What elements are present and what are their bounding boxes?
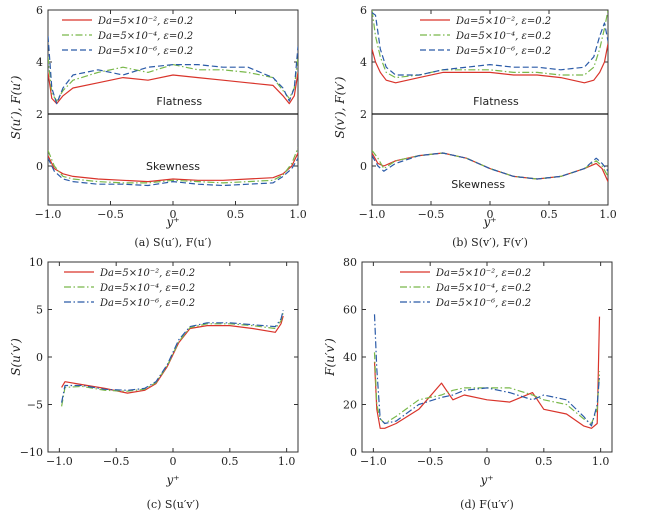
panel-c-series-line-2 xyxy=(61,312,284,407)
panel-c-xtick-label: 0.5 xyxy=(221,455,239,468)
panel-b-annotation: Flatness xyxy=(473,95,519,108)
panel-b-legend-label: Da=5×10⁻⁴, ε=0.2 xyxy=(455,31,551,42)
panel-a-series-line-4 xyxy=(48,152,298,183)
panel-b-x-axis-label: y⁺ xyxy=(482,215,496,229)
panel-b-xtick-label: 1.0 xyxy=(599,208,617,221)
panel-a-series-line-1 xyxy=(48,72,298,105)
panel-b-y-axis-label: S(v′), F(v′) xyxy=(333,76,347,138)
panel-d-series-line-1 xyxy=(373,316,601,429)
panel-c-ytick-label: 5 xyxy=(36,304,43,317)
panel-c-ytick-label: −10 xyxy=(20,446,43,459)
panel-a-legend-label: Da=5×10⁻², ε=0.2 xyxy=(97,16,193,27)
panel-c-ytick-label: 10 xyxy=(29,256,43,269)
panel-d-xtick-label: 1.0 xyxy=(592,455,610,468)
panel-d-xtick-label: −0.5 xyxy=(417,455,444,468)
panel-b-ytick-label: 4 xyxy=(360,56,367,69)
panel-d-xtick-label: 0 xyxy=(484,455,491,468)
panel-b-series-line-3 xyxy=(372,12,608,76)
panel-b-series-line-5 xyxy=(372,150,608,180)
panel-a-ytick-label: 6 xyxy=(36,4,43,17)
panel-c-xtick-label: 0 xyxy=(170,455,177,468)
panel-c-series-line-3 xyxy=(61,310,284,403)
panel-b-skewness-flatness-v: −1.0 −0.5 0 0.5 1.0 0 2 4 6 Flatness Skewness Da=5×… xyxy=(333,4,617,249)
panel-b-xtick-label: 0.5 xyxy=(540,208,558,221)
panel-b-ytick-label: 0 xyxy=(360,160,367,173)
panel-a-caption: (a) S(u′), F(u′) xyxy=(134,236,211,249)
panel-d-ytick-label: 80 xyxy=(343,256,357,269)
panel-a-legend-label: Da=5×10⁻⁴, ε=0.2 xyxy=(97,31,193,42)
panel-a-xtick-label: 1.0 xyxy=(289,208,307,221)
panel-d-legend-label: Da=5×10⁻², ε=0.2 xyxy=(435,268,531,279)
panel-c-skewness-uv: −1.0 −0.5 0 0.5 1.0 −10 −5 0 5 10 Da=5×10⁻², ε=0.2… xyxy=(9,256,299,511)
panel-b-ytick-label: 6 xyxy=(360,4,367,17)
panel-b-series-line-2 xyxy=(372,10,608,79)
panel-a-series-line-3 xyxy=(48,35,298,105)
panel-a-skewness-flatness-u: −1.0 −0.5 0 0.5 1.0 0 2 4 6 Flatness Skewness Da=5×… xyxy=(9,4,307,249)
panel-c-ytick-label: 0 xyxy=(36,351,43,364)
panel-d-xtick-label: −1.0 xyxy=(360,455,387,468)
panel-a-xtick-label: −0.5 xyxy=(97,208,124,221)
panel-d-x-axis-label: y⁺ xyxy=(479,473,493,487)
panel-d-legend-label: Da=5×10⁻⁴, ε=0.2 xyxy=(435,283,531,294)
panel-b-caption: (b) S(v′), F(v′) xyxy=(452,236,528,249)
panel-a-ytick-label: 2 xyxy=(36,108,43,121)
panel-c-legend-label: Da=5×10⁻², ε=0.2 xyxy=(99,268,195,279)
panel-b-annotation: Skewness xyxy=(451,178,505,191)
panel-c-y-axis-label: S(u′v′) xyxy=(9,338,23,376)
panel-d-ytick-label: 40 xyxy=(343,351,357,364)
panel-b-legend-label: Da=5×10⁻², ε=0.2 xyxy=(455,16,551,27)
panel-b-xtick-label: −0.5 xyxy=(418,208,445,221)
panel-c-xtick-label: 1.0 xyxy=(278,455,296,468)
panel-c-caption: (c) S(u′v′) xyxy=(147,498,200,511)
panel-b-legend-label: Da=5×10⁻⁶, ε=0.2 xyxy=(455,46,551,57)
panel-b-series-line-6 xyxy=(372,152,608,180)
panel-a-y-axis-label: S(u′), F(u′) xyxy=(9,75,23,139)
panel-a-annotation: Flatness xyxy=(156,95,202,108)
panel-b-ytick-label: 2 xyxy=(360,108,367,121)
panel-d-flatness-uv: −1.0 −0.5 0 0.5 1.0 0 20 40 60 80 Da=5×10⁻², ε=0.2… xyxy=(323,256,613,511)
panel-d-ytick-label: 0 xyxy=(350,446,357,459)
panel-a-xtick-label: −1.0 xyxy=(35,208,62,221)
panel-c-legend-label: Da=5×10⁻⁶, ε=0.2 xyxy=(99,298,195,309)
panel-d-xtick-label: 0.5 xyxy=(535,455,553,468)
panel-a-series-line-2 xyxy=(48,56,298,102)
panel-c-xtick-label: −1.0 xyxy=(46,455,73,468)
panel-a-legend-label: Da=5×10⁻⁶, ε=0.2 xyxy=(97,46,193,57)
panel-a-series-line-6 xyxy=(48,157,298,187)
panel-a-series-line-5 xyxy=(48,147,298,184)
panel-b-series-line-4 xyxy=(372,152,608,182)
panel-a-x-axis-label: y⁺ xyxy=(165,215,179,229)
panel-a-ytick-label: 4 xyxy=(36,56,43,69)
panel-a-xtick-label: 0.5 xyxy=(227,208,245,221)
panel-c-x-axis-label: y⁺ xyxy=(165,473,179,487)
panel-c-legend-label: Da=5×10⁻⁴, ε=0.2 xyxy=(99,283,195,294)
panel-d-y-axis-label: F(u′v′) xyxy=(323,338,337,377)
panel-d-ytick-label: 60 xyxy=(343,304,357,317)
panel-a-ytick-label: 0 xyxy=(36,160,43,173)
panel-c-xtick-label: −0.5 xyxy=(103,455,130,468)
panel-d-ytick-label: 20 xyxy=(343,399,357,412)
panel-d-legend-label: Da=5×10⁻⁶, ε=0.2 xyxy=(435,298,531,309)
panel-d-series-line-3 xyxy=(373,314,601,427)
panel-b-series-line-1 xyxy=(372,43,608,84)
panel-a-xtick-label: 0 xyxy=(170,208,177,221)
panel-c-ytick-label: −5 xyxy=(27,399,43,412)
panel-d-caption: (d) F(u′v′) xyxy=(460,498,514,511)
panel-a-annotation: Skewness xyxy=(146,160,200,173)
panel-b-xtick-label: −1.0 xyxy=(359,208,386,221)
panel-b-xtick-label: 0 xyxy=(487,208,494,221)
